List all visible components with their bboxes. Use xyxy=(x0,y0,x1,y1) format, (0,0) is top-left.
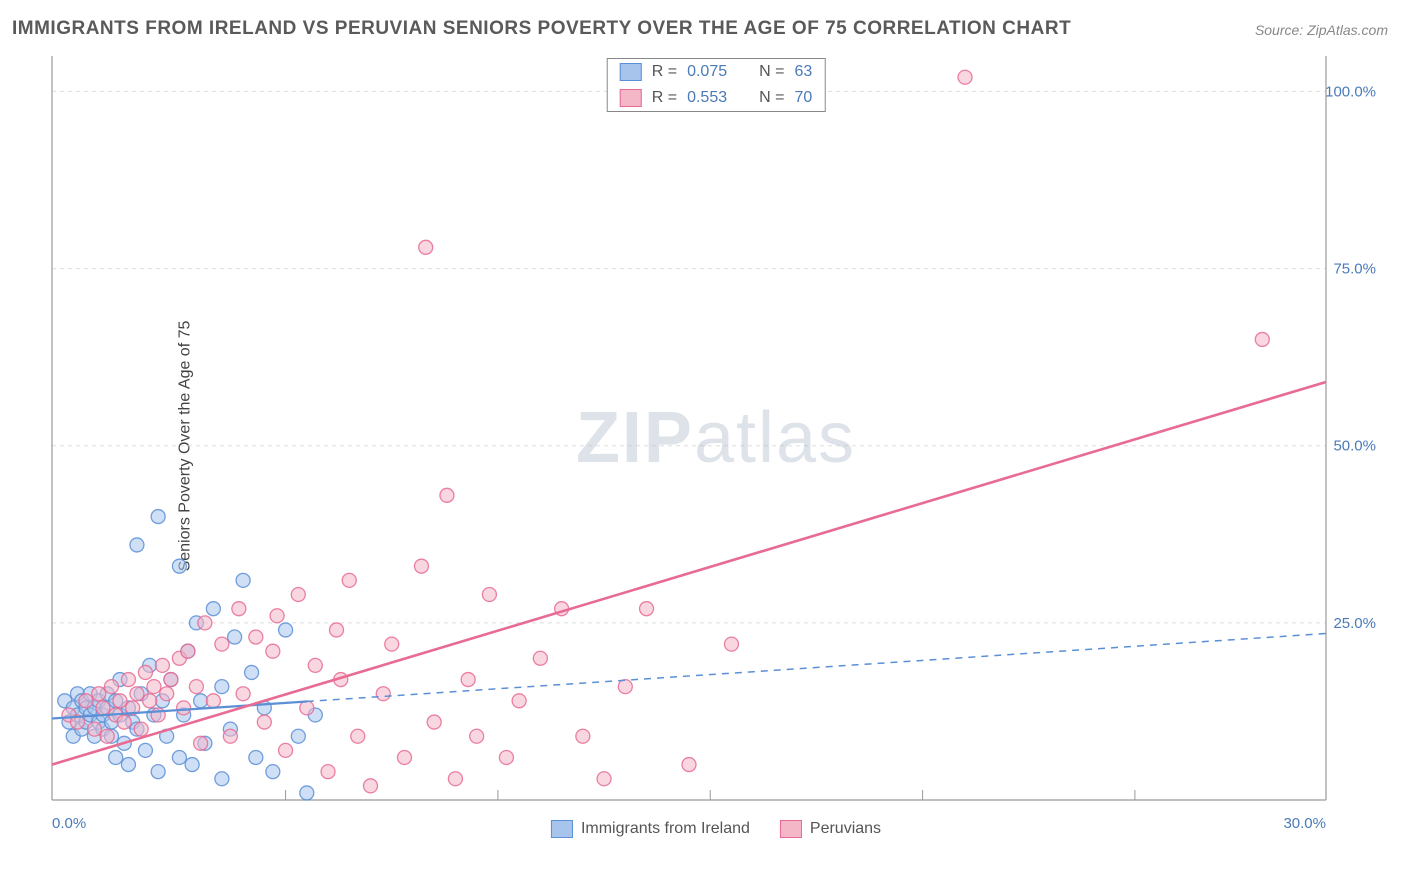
svg-text:50.0%: 50.0% xyxy=(1333,438,1376,455)
svg-text:75.0%: 75.0% xyxy=(1333,261,1376,278)
legend-swatch xyxy=(620,63,642,81)
legend-swatch xyxy=(780,820,802,838)
chart-area: Seniors Poverty Over the Age of 75 ZIPat… xyxy=(46,56,1386,836)
r-label: R = xyxy=(652,63,677,81)
r-value: 0.075 xyxy=(687,63,727,81)
n-value: 70 xyxy=(794,89,812,107)
svg-text:0.0%: 0.0% xyxy=(52,815,86,832)
svg-text:30.0%: 30.0% xyxy=(1283,815,1326,832)
svg-text:25.0%: 25.0% xyxy=(1333,615,1376,632)
svg-text:100.0%: 100.0% xyxy=(1325,83,1376,100)
r-value: 0.553 xyxy=(687,89,727,107)
source-credit: Source: ZipAtlas.com xyxy=(1255,22,1388,38)
n-value: 63 xyxy=(794,63,812,81)
legend-label: Immigrants from Ireland xyxy=(581,820,750,838)
legend-item: Immigrants from Ireland xyxy=(551,820,750,838)
legend-swatch xyxy=(551,820,573,838)
correlation-row: R = 0.075 N = 63 xyxy=(608,59,825,85)
legend-swatch xyxy=(620,89,642,107)
r-label: R = xyxy=(652,89,677,107)
correlation-row: R = 0.553 N = 70 xyxy=(608,85,825,111)
n-label: N = xyxy=(759,63,784,81)
n-label: N = xyxy=(759,89,784,107)
legend-item: Peruvians xyxy=(780,820,881,838)
legend-label: Peruvians xyxy=(810,820,881,838)
series-legend: Immigrants from Ireland Peruvians xyxy=(551,820,881,838)
chart-title: IMMIGRANTS FROM IRELAND VS PERUVIAN SENI… xyxy=(12,18,1071,40)
correlation-legend: R = 0.075 N = 63 R = 0.553 N = 70 xyxy=(607,58,826,112)
scatter-plot: 25.0% 50.0% 75.0% 100.0% 0.0% 30.0% xyxy=(46,56,1386,836)
